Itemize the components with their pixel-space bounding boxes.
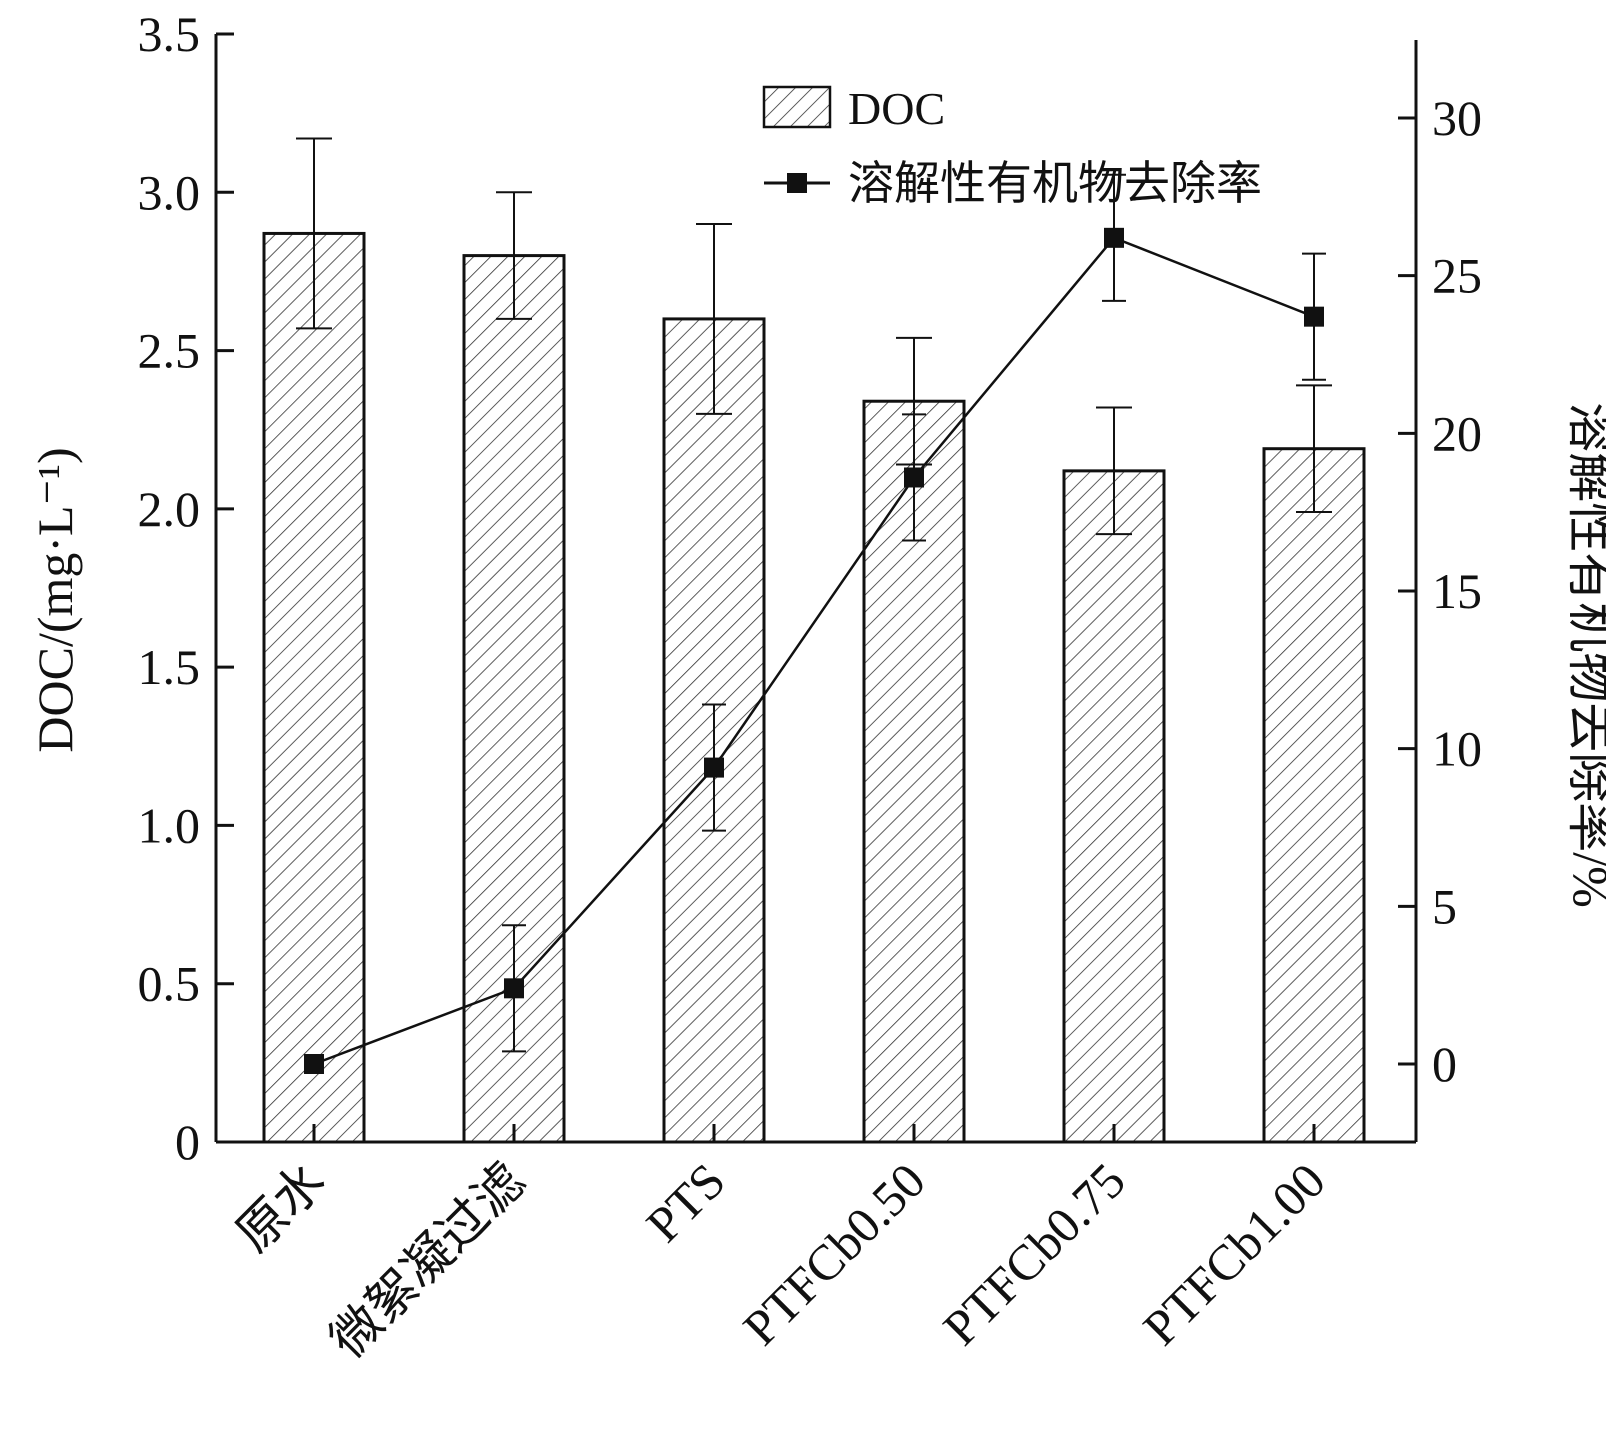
right-tick-label: 10 [1432, 721, 1482, 777]
left-tick-label: 3.5 [138, 6, 201, 62]
left-tick-label: 1.0 [138, 797, 201, 853]
bar [1062, 469, 1166, 1144]
legend-removal-label: 溶解性有机物去除率 [848, 158, 1262, 209]
category-label: PTFCb0.75 [932, 1152, 1136, 1356]
right-tick-label: 30 [1432, 90, 1482, 146]
category-label: PTFCb1.00 [1132, 1152, 1336, 1356]
removal-rate-point [904, 467, 924, 488]
legend: DOC 溶解性有机物去除率 [762, 83, 1262, 209]
removal-rate-point [304, 1054, 324, 1074]
left-tick-label: 3.0 [138, 164, 201, 220]
right-tick-label: 0 [1432, 1036, 1457, 1092]
category-label: 微絮凝过滤 [319, 1152, 535, 1368]
bar-group [1062, 406, 1166, 1144]
bars-layer [262, 137, 1366, 1144]
legend-removal-marker [787, 173, 807, 193]
bar [262, 231, 366, 1144]
left-y-ticks: 0 0.5 1.0 1.5 2.0 2.5 3.0 3.5 [138, 6, 234, 1170]
right-tick-label: 25 [1432, 248, 1482, 304]
left-axis-title: DOC/(mg·L⁻¹) [27, 447, 83, 752]
removal-rate-point [504, 978, 524, 999]
removal-rate-point [1104, 227, 1124, 248]
left-tick-label: 2.0 [138, 481, 201, 537]
left-tick-label: 1.5 [138, 639, 201, 695]
bar-group [662, 222, 766, 1144]
removal-rate-point [704, 757, 724, 778]
category-label: PTS [635, 1152, 736, 1253]
category-label: PTFCb0.50 [732, 1152, 936, 1356]
legend-doc-label: DOC [848, 83, 945, 134]
right-tick-label: 20 [1432, 405, 1482, 461]
right-y-ticks: 0 5 10 15 20 25 30 [1398, 90, 1482, 1092]
left-tick-label: 2.5 [138, 323, 201, 379]
removal-rate-point [1304, 306, 1324, 327]
legend-doc-swatch [762, 85, 832, 129]
bar-group [1262, 384, 1366, 1144]
left-tick-label: 0 [175, 1114, 200, 1170]
left-tick-label: 0.5 [138, 956, 201, 1012]
removal-rate-line [313, 236, 1315, 1066]
right-tick-label: 5 [1432, 878, 1457, 934]
right-tick-label: 15 [1432, 563, 1482, 619]
bar [1262, 447, 1366, 1144]
category-label: 原水 [225, 1152, 335, 1262]
bar-group [262, 137, 366, 1144]
right-axis-title: 溶解性有机物去除率/% [1563, 402, 1606, 908]
line-layer [304, 173, 1326, 1074]
